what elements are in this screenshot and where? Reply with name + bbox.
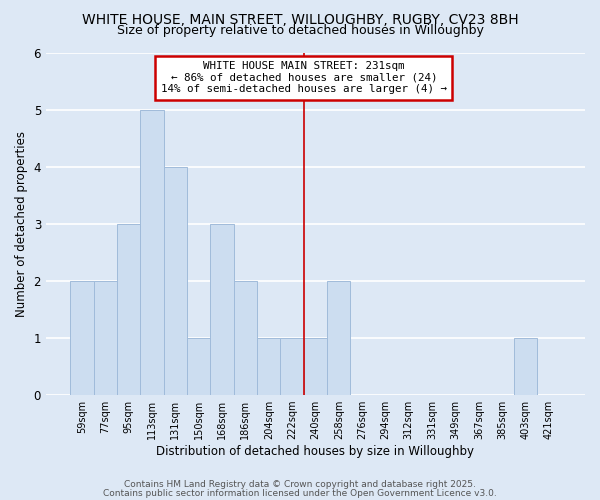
Bar [327, 280, 350, 394]
Bar [94, 280, 117, 394]
Bar [117, 224, 140, 394]
Bar [234, 280, 257, 394]
Bar [164, 166, 187, 394]
Bar [187, 338, 211, 394]
Bar [304, 338, 327, 394]
Text: WHITE HOUSE, MAIN STREET, WILLOUGHBY, RUGBY, CV23 8BH: WHITE HOUSE, MAIN STREET, WILLOUGHBY, RU… [82, 12, 518, 26]
Bar [211, 224, 234, 394]
Bar [280, 338, 304, 394]
Bar [514, 338, 537, 394]
X-axis label: Distribution of detached houses by size in Willoughby: Distribution of detached houses by size … [157, 444, 475, 458]
Bar [257, 338, 280, 394]
Bar [140, 110, 164, 395]
Text: Contains HM Land Registry data © Crown copyright and database right 2025.: Contains HM Land Registry data © Crown c… [124, 480, 476, 489]
Text: WHITE HOUSE MAIN STREET: 231sqm
← 86% of detached houses are smaller (24)
14% of: WHITE HOUSE MAIN STREET: 231sqm ← 86% of… [161, 61, 447, 94]
Text: Contains public sector information licensed under the Open Government Licence v3: Contains public sector information licen… [103, 488, 497, 498]
Bar [70, 280, 94, 394]
Y-axis label: Number of detached properties: Number of detached properties [15, 130, 28, 316]
Text: Size of property relative to detached houses in Willoughby: Size of property relative to detached ho… [116, 24, 484, 37]
